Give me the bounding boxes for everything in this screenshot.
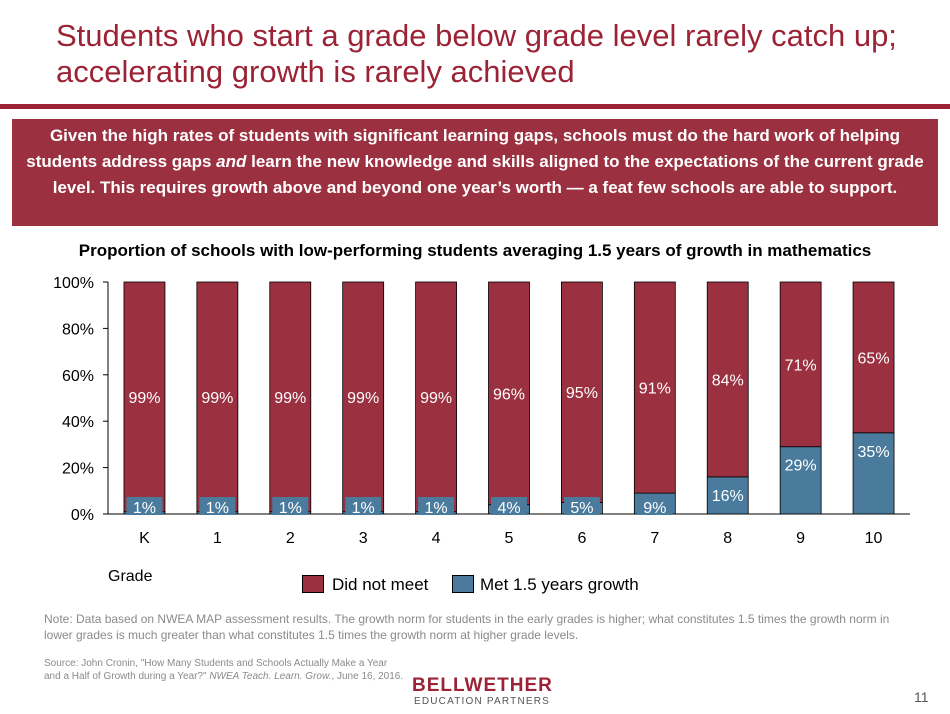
bar-did-not-meet [633, 281, 676, 494]
logo-wordmark: BELLWETHER [412, 675, 553, 696]
y-tick-label: 20% [62, 461, 94, 478]
data-label-met: 9% [643, 500, 666, 517]
x-tick-label: 1 [213, 530, 222, 547]
data-label-did-not-meet: 99% [347, 390, 379, 407]
bar-did-not-meet [269, 281, 312, 513]
data-label-did-not-meet: 99% [128, 390, 160, 407]
x-tick-label: 2 [286, 530, 295, 547]
data-label-met: 1% [352, 500, 375, 517]
data-label-met: 35% [858, 444, 890, 461]
bar-did-not-meet [561, 281, 603, 503]
bar-met [852, 432, 895, 515]
slide-title: Students who start a grade below grade l… [56, 18, 897, 89]
bar-did-not-meet [196, 281, 239, 513]
x-axis-label: Grade [108, 568, 153, 585]
legend-swatch-did-not-meet [302, 575, 324, 593]
y-tick-label: 0% [71, 507, 94, 524]
data-label-did-not-meet: 71% [785, 357, 817, 374]
banner-text-part2: learn the new knowledge and skills align… [52, 152, 924, 197]
legend-label-did-not-meet: Did not meet [332, 575, 429, 594]
bar-met [706, 476, 749, 515]
data-label-bg-met [199, 497, 236, 515]
chart-title: Proportion of schools with low-performin… [78, 241, 872, 260]
y-tick-label: 80% [62, 321, 94, 338]
x-tick-label: 5 [505, 530, 514, 547]
x-tick-label: 10 [865, 530, 883, 547]
data-label-met: 1% [279, 500, 302, 517]
legend-swatch-met [452, 575, 474, 593]
data-label-did-not-meet: 99% [201, 390, 233, 407]
data-label-bg-met [491, 497, 527, 515]
data-label-met: 29% [785, 458, 817, 475]
bellwether-logo: BELLWETHER EDUCATION PARTNERS [412, 675, 553, 708]
data-label-bg-met [272, 497, 309, 515]
data-label-met: 1% [206, 500, 229, 517]
data-label-met: 1% [133, 500, 156, 517]
x-tick-label: 8 [723, 530, 732, 547]
x-tick-label: 4 [432, 530, 441, 547]
legend-label-met: Met 1.5 years growth [480, 575, 639, 594]
banner-text-part1: Given the high rates of students with si… [26, 126, 901, 171]
data-label-did-not-meet: 91% [639, 381, 671, 398]
source-citation: Source: John Cronin, "How Many Students … [44, 657, 404, 683]
data-label-did-not-meet: 95% [566, 385, 598, 402]
callout-banner: Given the high rates of students with si… [12, 119, 938, 226]
bar-did-not-meet [415, 281, 457, 513]
x-tick-label: 9 [796, 530, 805, 547]
bar-did-not-meet [488, 281, 530, 506]
bar-did-not-meet [342, 281, 385, 513]
data-label-did-not-meet: 65% [858, 350, 890, 367]
data-label-did-not-meet: 84% [712, 372, 744, 389]
y-tick-label: 100% [53, 275, 94, 292]
source-journal: NWEA Teach. Learn. Grow. [209, 671, 332, 682]
y-tick-label: 60% [62, 368, 94, 385]
banner-emphasis: and [216, 152, 247, 171]
bar-did-not-meet [123, 281, 166, 513]
x-tick-label: 6 [577, 530, 586, 547]
x-tick-label: 7 [650, 530, 659, 547]
data-label-did-not-meet: 99% [274, 390, 306, 407]
y-tick-label: 40% [62, 414, 94, 431]
source-part1: Source: John Cronin, "How Many Students … [44, 658, 388, 682]
title-divider [0, 104, 950, 109]
x-tick-label: K [139, 530, 150, 547]
bar-did-not-meet [706, 281, 749, 478]
logo-subtitle: EDUCATION PARTNERS [413, 696, 551, 707]
stacked-bar-chart: 0%20%40%60%80%100%99%1%K99%1%199%1%299%1… [53, 275, 910, 547]
data-label-met: 4% [497, 500, 520, 517]
data-label-bg-met [126, 497, 163, 515]
bar-did-not-meet [852, 281, 895, 434]
data-label-met: 16% [712, 488, 744, 505]
data-label-did-not-meet: 99% [420, 390, 452, 407]
x-tick-label: 3 [359, 530, 368, 547]
data-label-met: 5% [570, 500, 593, 517]
bar-did-not-meet [779, 281, 822, 448]
data-label-bg-met [418, 497, 455, 515]
data-label-bg-met [345, 497, 382, 515]
data-label-bg-met [636, 497, 673, 515]
data-label-met: 1% [425, 500, 448, 517]
data-label-did-not-meet: 96% [493, 386, 525, 403]
footnote: Note: Data based on NWEA MAP assessment … [44, 612, 890, 642]
bar-met [779, 446, 822, 515]
data-label-bg-met [563, 497, 600, 515]
page-number: 11 [914, 689, 929, 705]
source-part2: , June 16, 2016. [331, 671, 404, 682]
